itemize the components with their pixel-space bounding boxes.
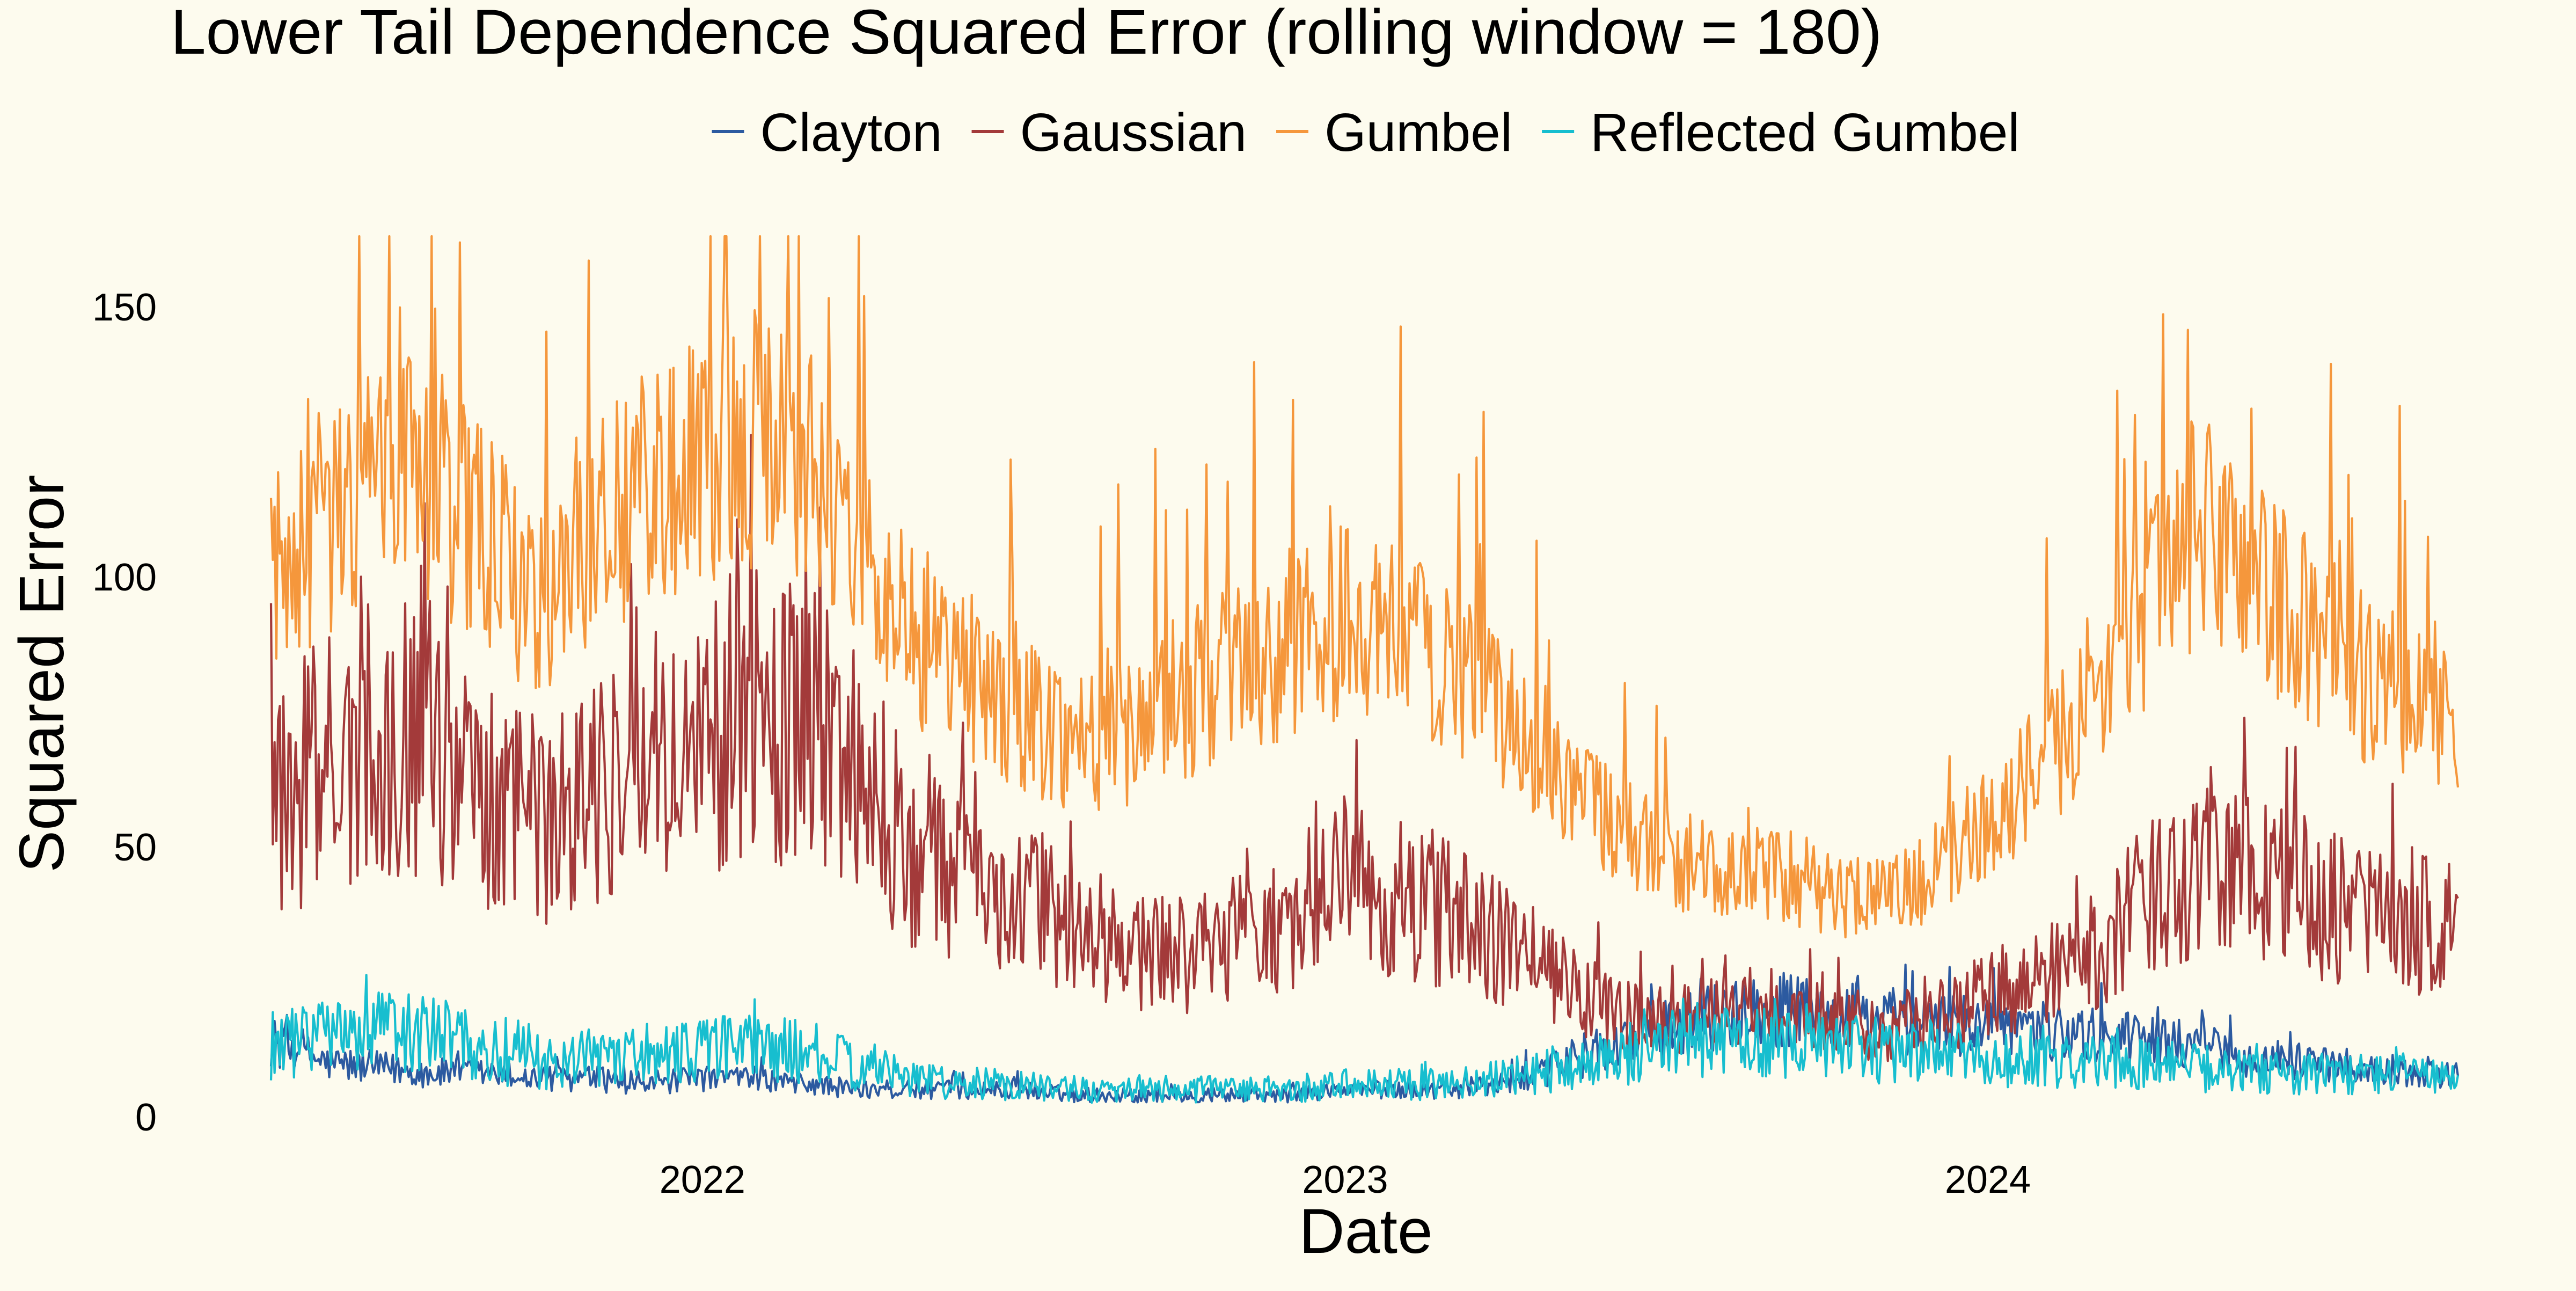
chart-title: Lower Tail Dependence Squared Error (rol… xyxy=(171,0,1882,68)
legend-label: Reflected Gumbel xyxy=(1590,103,2019,163)
series-line-gumbel xyxy=(269,235,2460,939)
legend-label: Gumbel xyxy=(1324,103,1512,163)
x-axis-ticks: 2022 2023 2024 xyxy=(660,1158,2031,1201)
y-axis-ticks: 0 50 100 150 xyxy=(92,286,157,1139)
legend: Clayton Gaussian Gumbel Reflected Gumbel xyxy=(712,103,2020,163)
legend-label: Clayton xyxy=(760,103,942,163)
legend-label: Gaussian xyxy=(1020,103,1247,163)
y-axis-label: Squared Error xyxy=(6,475,77,872)
y-tick-label: 150 xyxy=(92,286,157,329)
x-tick-label: 2022 xyxy=(660,1158,745,1201)
series-layer xyxy=(269,235,2460,1104)
x-tick-label: 2023 xyxy=(1302,1158,1388,1201)
y-tick-label: 50 xyxy=(114,826,157,869)
series-line-gaussian xyxy=(269,434,2459,1062)
x-axis-label: Date xyxy=(1299,1196,1432,1267)
y-tick-label: 0 xyxy=(135,1096,157,1139)
x-tick-label: 2024 xyxy=(1945,1158,2031,1201)
series-line-reflected-gumbel xyxy=(269,974,2460,1104)
y-tick-label: 100 xyxy=(92,556,157,599)
